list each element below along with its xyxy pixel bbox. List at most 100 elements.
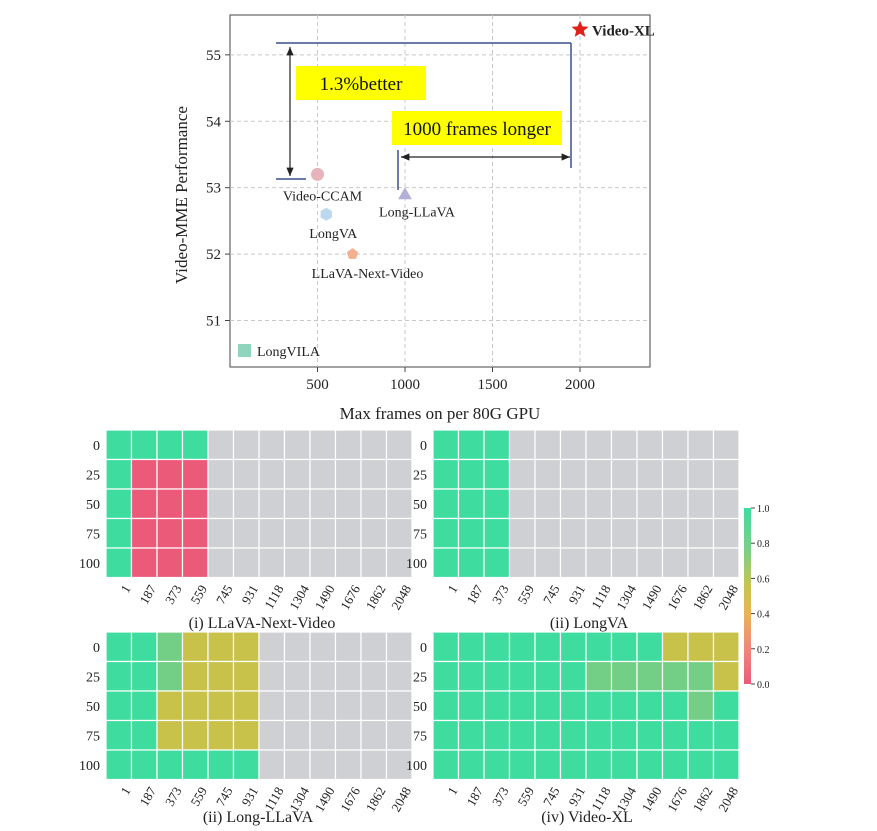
heatmap-cell (585, 458, 613, 490)
heatmap-y-tick-label: 100 (406, 759, 427, 774)
heatmap-cell (360, 660, 388, 692)
point-longva (320, 207, 332, 221)
heatmap-cell (636, 429, 664, 461)
heatmap-cell (156, 547, 184, 579)
heatmap-cell (105, 631, 133, 663)
heatmap-y-tick-label: 25 (86, 468, 100, 483)
heatmap-cell (712, 690, 740, 722)
heatmap-cell (636, 517, 664, 549)
colorbar-tick-label: 0.6 (757, 574, 770, 585)
heatmap-cell (687, 719, 715, 751)
heatmap-cell (385, 429, 413, 461)
heatmap-cell (334, 517, 362, 549)
colorbar-tick-label: 0.8 (757, 539, 770, 550)
heatmap-cell (360, 517, 388, 549)
y-tick-label: 53 (206, 181, 221, 197)
heatmap-cell (309, 660, 337, 692)
heatmap-cell (712, 719, 740, 751)
point-long-llava (398, 187, 412, 200)
heatmap-x-tick-label: 745 (213, 582, 236, 606)
heatmap-cell (309, 631, 337, 663)
heatmap-cell (309, 429, 337, 461)
heatmap-x-tick-label: 1676 (337, 784, 363, 814)
heatmap-x-tick-label: 187 (463, 582, 486, 607)
heatmap-cell (181, 749, 209, 781)
heatmap-cell (508, 547, 536, 579)
heatmap-cell (181, 517, 209, 549)
heatmap-cell (534, 749, 562, 781)
better-label-box (296, 66, 426, 100)
heatmap-cell (483, 458, 511, 490)
heatmap-cell (181, 631, 209, 663)
heatmap-cell (130, 517, 158, 549)
point-label-video-ccam: Video-CCAM (283, 189, 363, 204)
heatmap-cell (207, 429, 235, 461)
heatmap-cell (181, 429, 209, 461)
heatmap-cell (712, 429, 740, 461)
heatmap-y-tick-label: 50 (86, 700, 100, 715)
heatmap-y-tick-label: 100 (406, 557, 427, 572)
heatmap-cell (385, 458, 413, 490)
heatmap-cell (483, 631, 511, 663)
heatmap-x-tick-label: 187 (136, 784, 159, 809)
heatmap-cell (207, 631, 235, 663)
heatmap-cell (156, 488, 184, 520)
heatmap-cell (309, 749, 337, 781)
heatmap-cell (130, 690, 158, 722)
heatmap-x-tick-label: 1490 (639, 784, 665, 814)
heatmap-y-tick-label: 50 (413, 498, 427, 513)
x-tick-label: 1500 (478, 377, 508, 393)
heatmap-cell (156, 517, 184, 549)
heatmap-cell (636, 719, 664, 751)
heatmap-x-tick-label: 2048 (388, 784, 414, 814)
heatmap-cell (334, 488, 362, 520)
heatmap-cell (508, 631, 536, 663)
heatmap-x-tick-label: 1676 (664, 784, 690, 814)
heatmap-cell (457, 458, 485, 490)
heatmap-y-tick-label: 100 (79, 759, 100, 774)
heatmap-cell (610, 458, 638, 490)
heatmap-cell (534, 429, 562, 461)
heatmap-title-video-xl: (iv) Video-XL (541, 809, 633, 826)
heatmap-y-tick-label: 0 (420, 439, 427, 454)
heatmap-cell (661, 488, 689, 520)
heatmap-cell (232, 719, 260, 751)
heatmap-cell (661, 719, 689, 751)
heatmap-x-tick-label: 373 (489, 784, 512, 808)
heatmap-cell (334, 749, 362, 781)
heatmap-x-tick-label: 1490 (639, 582, 665, 612)
heatmap-cell (360, 690, 388, 722)
heatmap-cell (508, 517, 536, 549)
heatmap-cell (334, 547, 362, 579)
heatmap-cell (457, 660, 485, 692)
heatmap-cell (283, 749, 311, 781)
y-tick-label: 51 (206, 314, 221, 330)
heatmap-cell (585, 749, 613, 781)
heatmap-cell (181, 660, 209, 692)
heatmap-cell (585, 517, 613, 549)
heatmap-cell (283, 660, 311, 692)
heatmap-cell (585, 488, 613, 520)
legend-swatch-longvila (238, 344, 251, 357)
heatmap-x-tick-label: 745 (540, 784, 563, 808)
heatmap-cell (385, 631, 413, 663)
heatmap-cell (559, 488, 587, 520)
heatmap-cell (457, 719, 485, 751)
heatmap-cell (385, 517, 413, 549)
heatmap-y-tick-label: 75 (86, 729, 100, 744)
heatmap-cell (207, 690, 235, 722)
heatmap-cell (181, 719, 209, 751)
heatmap-cell (156, 429, 184, 461)
heatmap-cell (508, 458, 536, 490)
heatmap-cell (610, 631, 638, 663)
heatmap-cell (559, 458, 587, 490)
heatmap-cell (334, 690, 362, 722)
heatmap-cell (432, 719, 460, 751)
heatmap-cell (283, 547, 311, 579)
heatmap-cell (258, 719, 286, 751)
heatmap-cell (360, 429, 388, 461)
heatmap-cell (105, 429, 133, 461)
heatmap-cell (559, 719, 587, 751)
